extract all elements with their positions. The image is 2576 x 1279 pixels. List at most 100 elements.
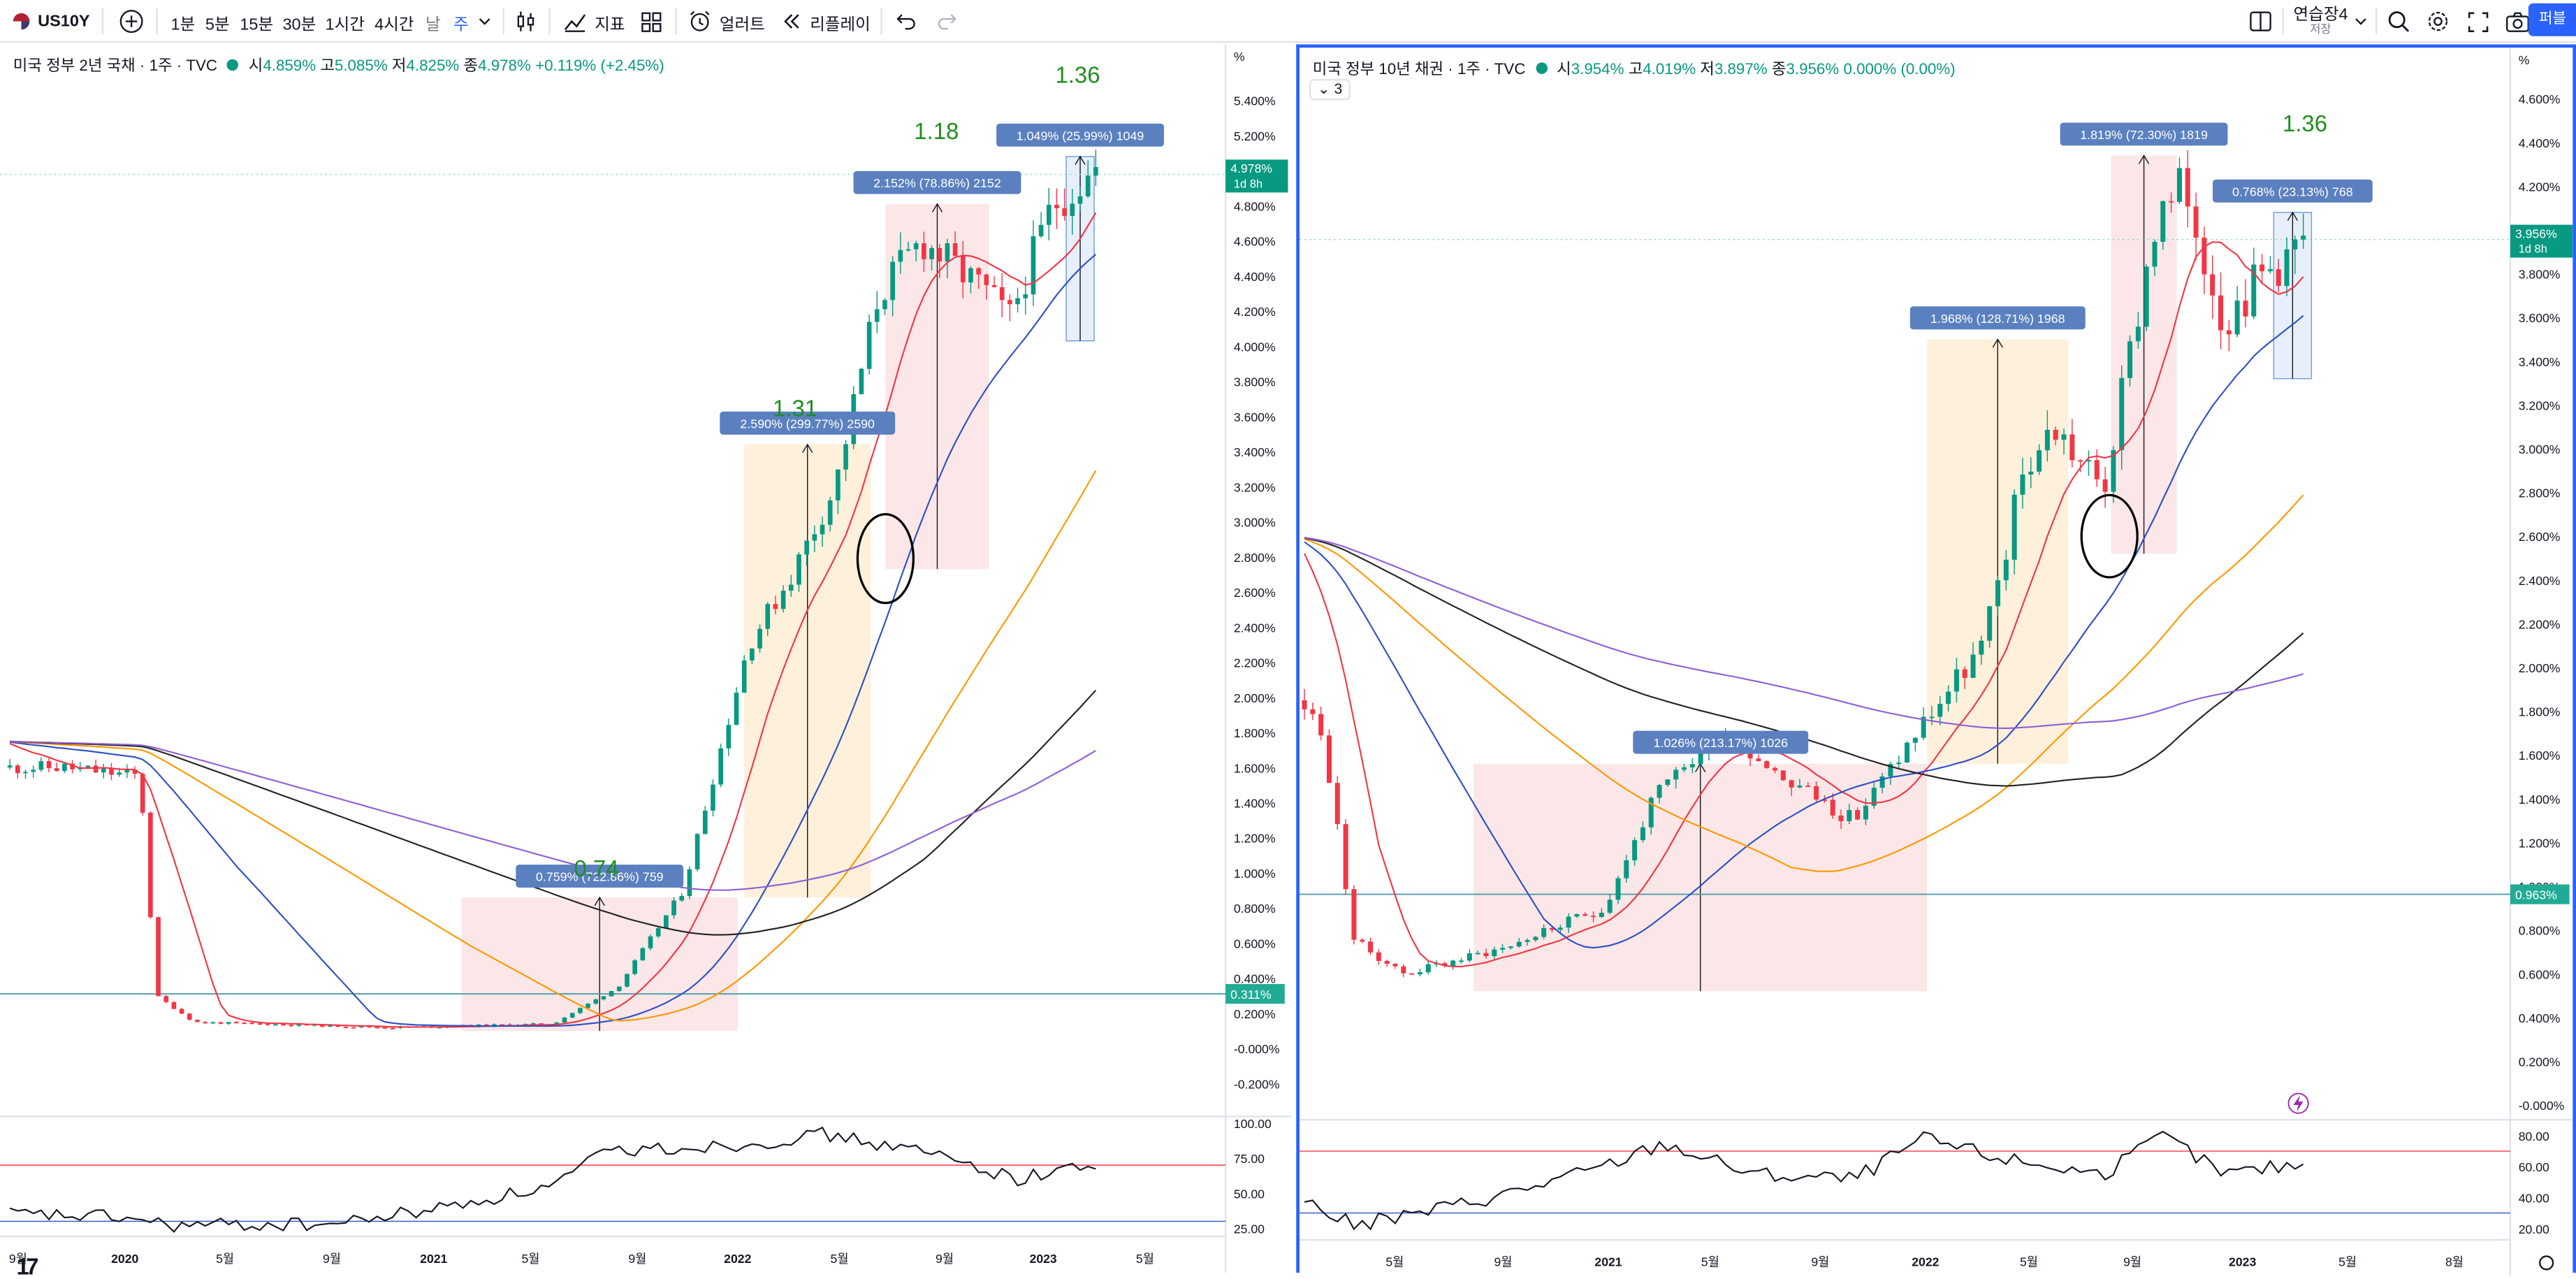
axis-unit: % bbox=[1234, 50, 1245, 64]
candle-body bbox=[1360, 939, 1365, 942]
publish-label: 퍼블 bbox=[2538, 10, 2566, 27]
interval-5m[interactable]: 5분 bbox=[205, 0, 230, 43]
search-icon[interactable] bbox=[2387, 0, 2410, 43]
candle-body bbox=[671, 900, 676, 916]
candle-body bbox=[718, 748, 723, 785]
candle-body bbox=[54, 768, 59, 772]
x-axis-tick: 2022 bbox=[1912, 1255, 1939, 1269]
candle-body bbox=[390, 1027, 395, 1029]
ohlc-high: 5.085% bbox=[334, 57, 388, 76]
x-axis-tick: 9월 bbox=[323, 1252, 341, 1266]
candle-body bbox=[1632, 840, 1638, 860]
measure-label: 1.968% (128.71%) 1968 bbox=[1930, 312, 2065, 326]
ohlc-change: +0.119% (+2.45%) bbox=[535, 57, 664, 76]
candle-body bbox=[1533, 937, 1538, 941]
interval-15m[interactable]: 15분 bbox=[240, 0, 273, 43]
x-axis-tick: 2023 bbox=[2229, 1255, 2256, 1269]
candle-body bbox=[1417, 972, 1422, 975]
candle-body bbox=[70, 763, 75, 769]
publish-button[interactable]: 퍼블 bbox=[2528, 3, 2576, 36]
interval-4h[interactable]: 4시간 bbox=[374, 0, 414, 43]
left-chart-title[interactable]: 미국 정부 2년 국채 · 1주 · TVC bbox=[13, 57, 218, 76]
moving-average-line bbox=[1304, 241, 2304, 967]
redo-icon[interactable] bbox=[936, 0, 958, 43]
candle-body bbox=[773, 604, 778, 609]
candle-body bbox=[945, 243, 950, 262]
y-axis-tick: 3.600% bbox=[2519, 311, 2561, 325]
candle-body bbox=[1797, 786, 1803, 788]
measure-arrowhead bbox=[1992, 338, 2003, 348]
candle-body bbox=[796, 554, 801, 585]
interval-week[interactable]: 주 bbox=[453, 0, 469, 43]
y-axis-tick: 4.400% bbox=[1234, 270, 1276, 284]
interval-dropdown-chevron-icon[interactable] bbox=[478, 0, 491, 43]
candle-body bbox=[1756, 758, 1761, 762]
y-axis-tick: 2.800% bbox=[2519, 486, 2561, 500]
candle-body bbox=[1979, 640, 1984, 655]
candle-body bbox=[2144, 266, 2149, 327]
layout-dropdown-chevron-icon[interactable] bbox=[2355, 0, 2368, 43]
candle-body bbox=[1318, 714, 1324, 736]
chevron-down-icon: ⌄ bbox=[1317, 80, 1330, 97]
right-legend: 미국 정부 10년 채권 · 1주 · TVC 시3.954% 고4.019% … bbox=[1313, 56, 1956, 79]
interval-30m[interactable]: 30분 bbox=[282, 0, 316, 43]
candle-body bbox=[1698, 751, 1703, 765]
candle-body bbox=[1334, 783, 1340, 825]
settings-gear-icon[interactable] bbox=[2426, 0, 2450, 43]
interval-1m[interactable]: 1분 bbox=[171, 0, 196, 43]
layout-name-button[interactable]: 연습장4 저장 bbox=[2294, 0, 2348, 43]
candle-body bbox=[625, 974, 630, 987]
candle-body bbox=[1821, 800, 1827, 801]
candle-body bbox=[1863, 805, 1868, 820]
ohlc-values: 시3.954% 고4.019% 저3.897% 종3.956% 0.000% (… bbox=[1557, 56, 1956, 79]
indicators-label: 지표 bbox=[595, 15, 625, 34]
x-axis-tick: 9월 bbox=[1811, 1255, 1829, 1269]
candle-body bbox=[554, 1023, 560, 1025]
indicator-collapse-button[interactable]: ⌄ 3 bbox=[1309, 78, 1351, 101]
measure-arrowhead bbox=[931, 203, 943, 212]
alarm-clock-icon bbox=[690, 10, 710, 31]
tradingview-logo[interactable]: 17 bbox=[16, 1252, 39, 1279]
y-axis-tick: 4.000% bbox=[1234, 340, 1276, 354]
candle-body bbox=[1937, 704, 1943, 717]
layout-split-icon[interactable] bbox=[2249, 0, 2272, 43]
right-chart-title[interactable]: 미국 정부 10년 채권 · 1주 · TVC bbox=[1312, 61, 1526, 79]
measure-label-box bbox=[720, 411, 896, 435]
candle-body bbox=[2218, 295, 2224, 331]
left-chart-canvas[interactable]: 0.759% (722.86%) 759 2.590% (299.77%) 259… bbox=[0, 44, 1292, 1273]
y-axis-tick: 3.200% bbox=[1234, 480, 1276, 494]
symbol-search-button[interactable]: US10Y bbox=[13, 0, 90, 43]
candle-body bbox=[210, 1022, 216, 1024]
interval-label: 1분 bbox=[170, 15, 196, 34]
y-axis-tick: -0.000% bbox=[2519, 1099, 2565, 1113]
y-axis-tick: 0.600% bbox=[1234, 937, 1276, 951]
candles-style-icon[interactable] bbox=[514, 0, 537, 43]
interval-day[interactable]: 날 bbox=[425, 0, 441, 43]
moving-average-line bbox=[10, 740, 1096, 891]
candle-body bbox=[1855, 810, 1861, 820]
candle-body bbox=[1549, 927, 1555, 930]
indicators-button[interactable]: 지표 bbox=[564, 0, 625, 43]
candle-body bbox=[1500, 948, 1506, 950]
measure-label: 1.026% (213.17%) 1026 bbox=[1653, 736, 1788, 750]
alert-button[interactable]: 얼러트 bbox=[688, 0, 765, 43]
interval-1h[interactable]: 1시간 bbox=[326, 0, 365, 43]
price-tag-value: 4.978% bbox=[1230, 161, 1272, 175]
compare-plus-icon[interactable] bbox=[118, 0, 145, 43]
right-chart-canvas[interactable]: 1.026% (213.17%) 1026 1.968% (128.71%) 19… bbox=[1299, 48, 2573, 1276]
ohlc-open-label: 시 bbox=[1557, 61, 1571, 79]
left-chart-pane[interactable]: 0.759% (722.86%) 759 2.590% (299.77%) 259… bbox=[0, 44, 1292, 1279]
candle-body bbox=[171, 1002, 177, 1009]
fullscreen-icon[interactable] bbox=[2468, 0, 2489, 43]
camera-snapshot-icon[interactable] bbox=[2505, 0, 2530, 43]
measure-label-box bbox=[1909, 306, 2086, 330]
replay-button[interactable]: 리플레이 bbox=[782, 0, 871, 43]
measure-arrowhead bbox=[802, 443, 813, 454]
y-axis-tick: 4.800% bbox=[1234, 199, 1276, 213]
right-chart-pane[interactable]: 1.026% (213.17%) 1026 1.968% (128.71%) 19… bbox=[1296, 44, 2576, 1276]
undo-icon[interactable] bbox=[896, 0, 917, 43]
y-axis-tick: -0.000% bbox=[1234, 1042, 1280, 1056]
candle-body bbox=[929, 247, 934, 259]
x-axis-tick: 5월 bbox=[216, 1252, 234, 1266]
templates-grid-icon[interactable] bbox=[641, 0, 662, 43]
